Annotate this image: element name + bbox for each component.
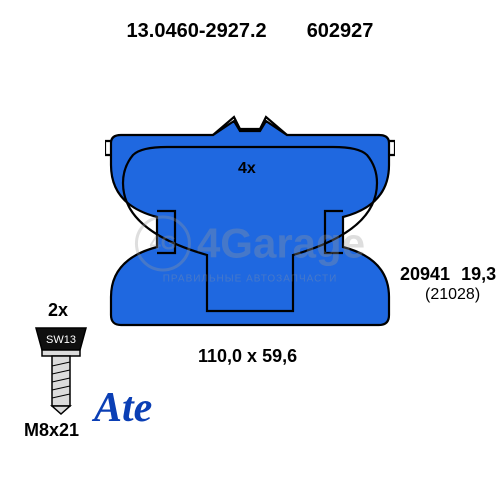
side-code-1: 20941 19,3 <box>400 264 496 285</box>
pad-qty-label: 4x <box>238 160 256 178</box>
part-number-primary: 13.0460-2927.2 <box>127 20 267 43</box>
brand-logo: Ate <box>94 384 152 432</box>
pad-body <box>111 121 389 325</box>
bolt-qty-label: 2x <box>48 300 68 321</box>
header: 13.0460-2927.2 602927 <box>0 0 500 43</box>
bolt-diagram: SW13 <box>30 320 92 430</box>
bolt-spec-label: M8x21 <box>24 420 79 441</box>
brake-pad-svg <box>105 115 395 331</box>
bolt-head-label: SW13 <box>46 334 76 346</box>
part-number-secondary: 602927 <box>307 20 374 43</box>
side-code-2: (21028) <box>425 286 480 304</box>
dimensions-label: 110,0 x 59,6 <box>198 346 297 367</box>
brake-pad-diagram <box>105 115 395 310</box>
